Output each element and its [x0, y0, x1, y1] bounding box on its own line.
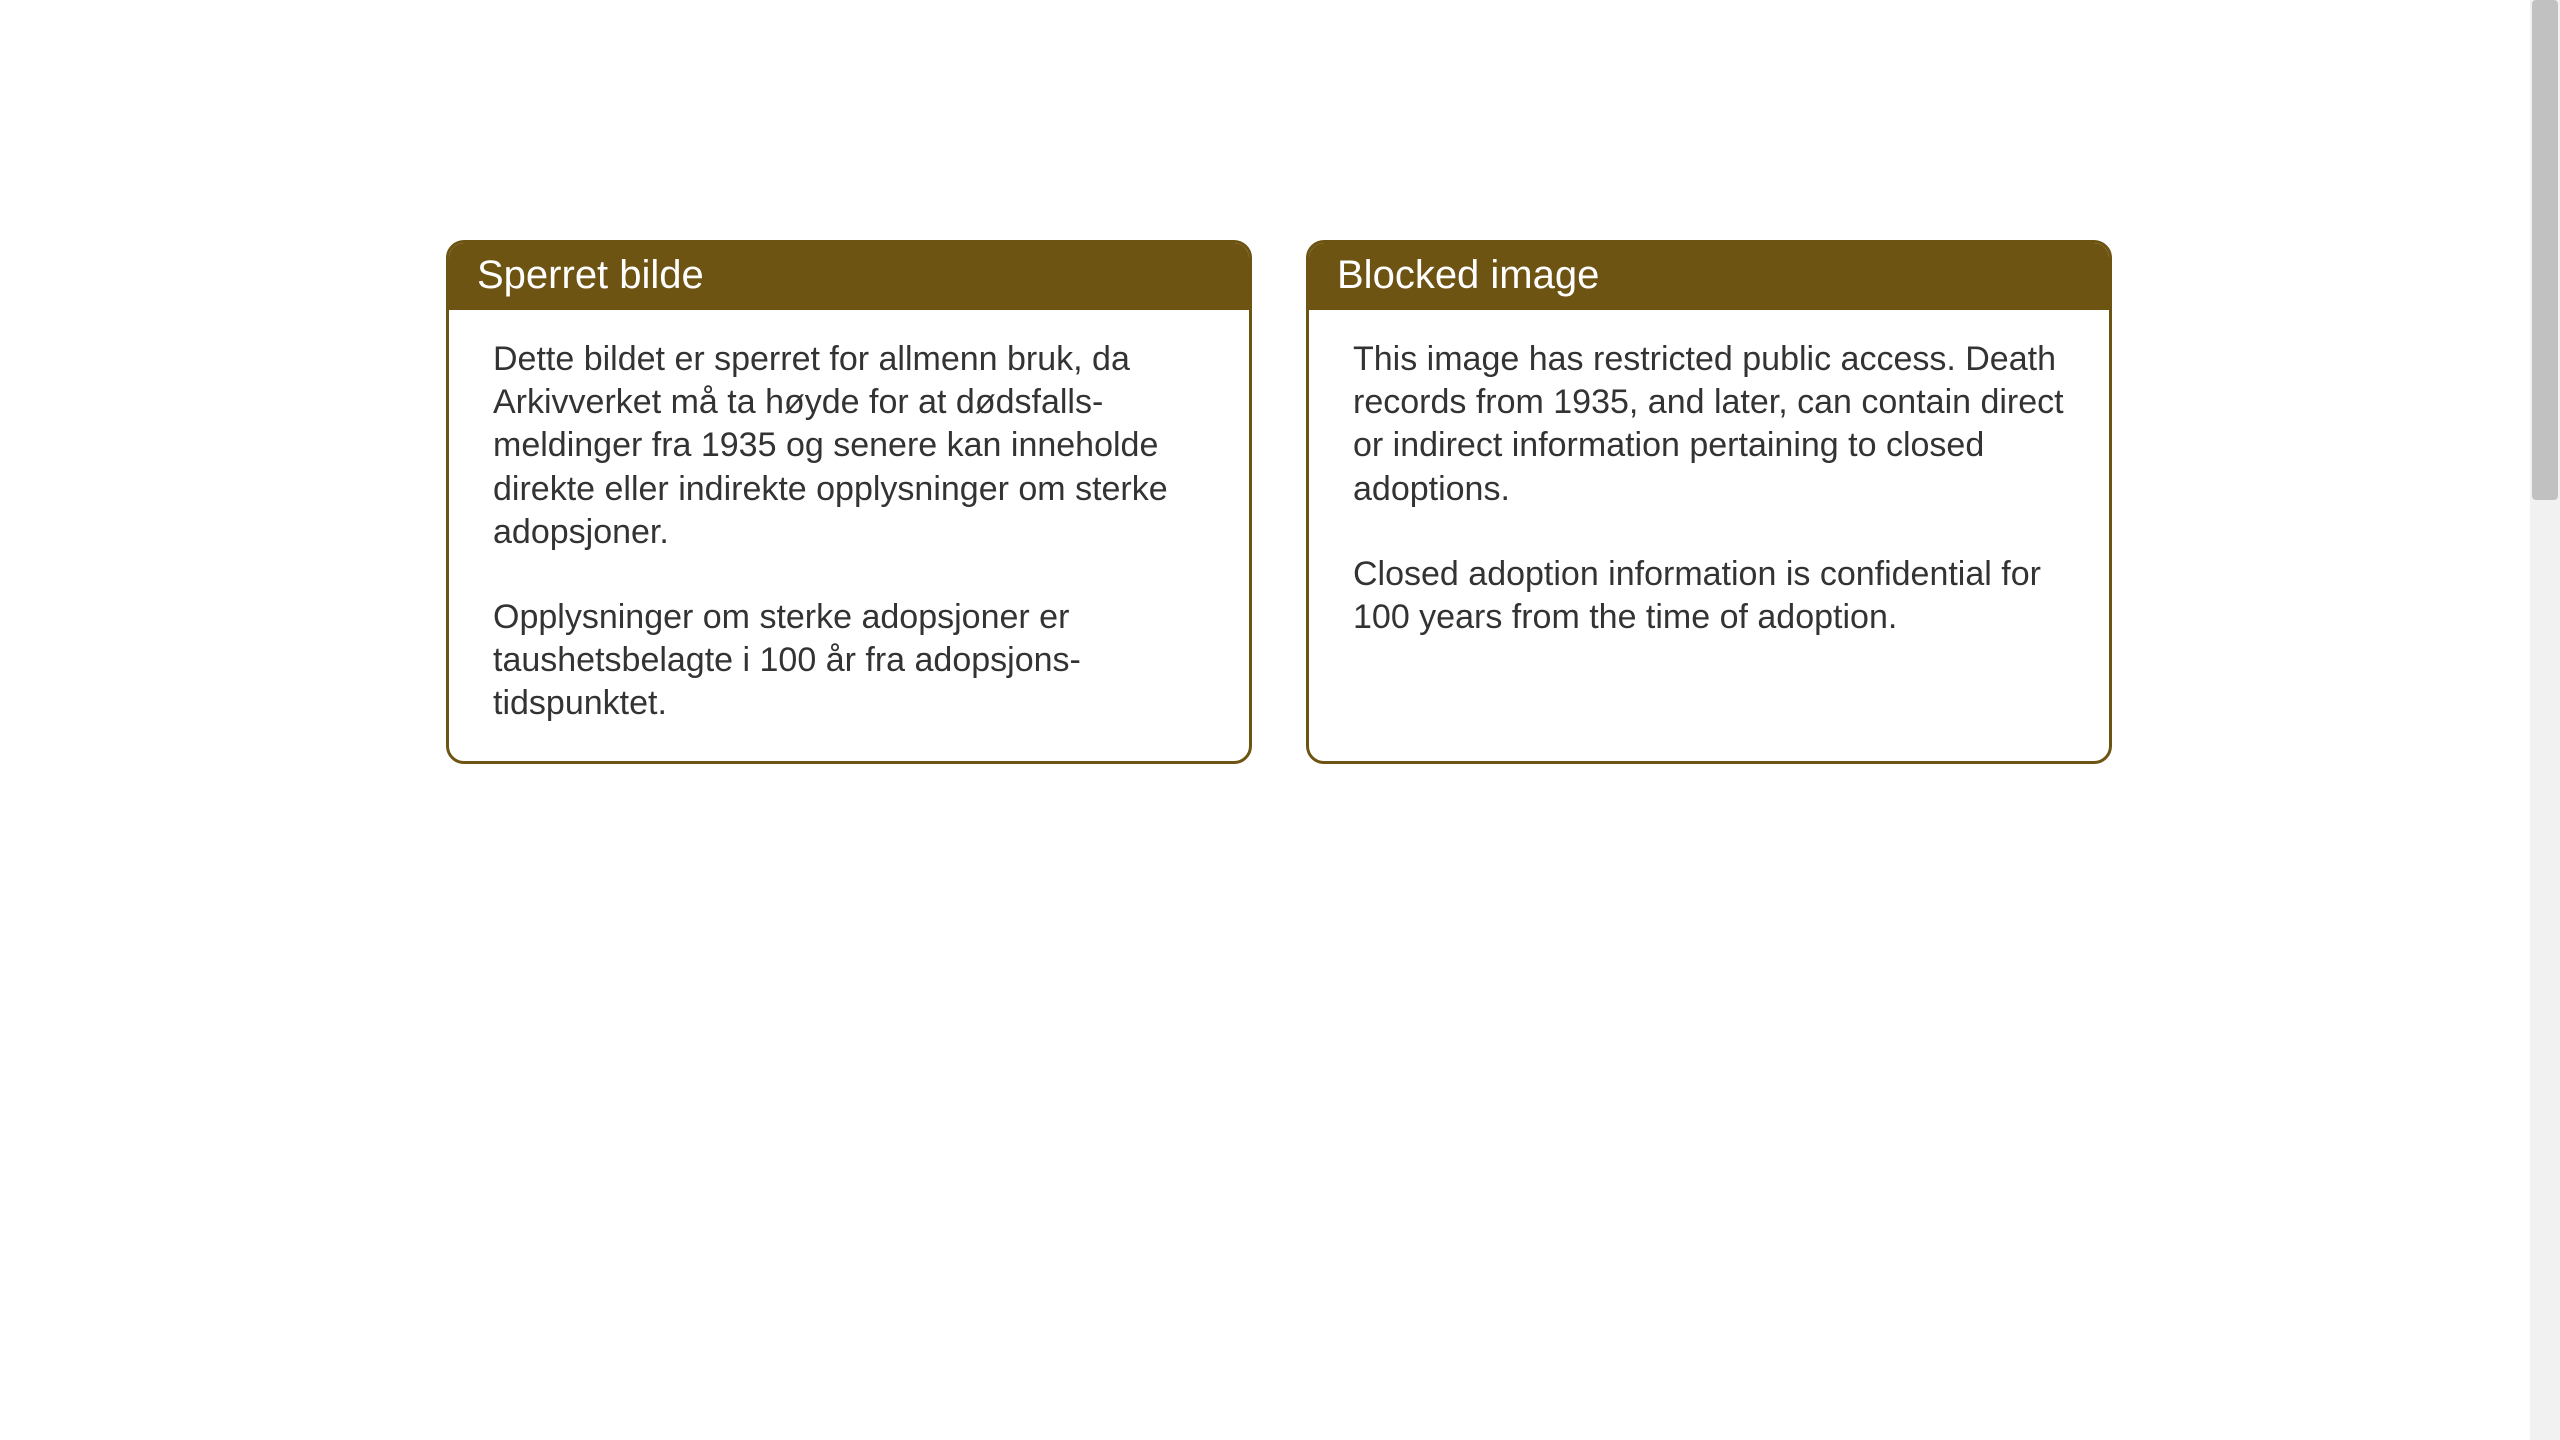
notice-body-norwegian: Dette bildet er sperret for allmenn bruk… — [449, 310, 1249, 761]
notice-paragraph-1-norwegian: Dette bildet er sperret for allmenn bruk… — [493, 338, 1205, 554]
notice-card-norwegian: Sperret bilde Dette bildet er sperret fo… — [446, 240, 1252, 764]
notice-paragraph-2-english: Closed adoption information is confident… — [1353, 553, 2065, 639]
scrollbar-thumb[interactable] — [2532, 0, 2558, 500]
vertical-scrollbar[interactable] — [2530, 0, 2560, 1440]
notice-paragraph-2-norwegian: Opplysninger om sterke adopsjoner er tau… — [493, 596, 1205, 726]
notice-body-english: This image has restricted public access.… — [1309, 310, 2109, 675]
notice-header-norwegian: Sperret bilde — [449, 243, 1249, 310]
notice-header-english: Blocked image — [1309, 243, 2109, 310]
notice-container: Sperret bilde Dette bildet er sperret fo… — [446, 240, 2112, 764]
notice-card-english: Blocked image This image has restricted … — [1306, 240, 2112, 764]
notice-paragraph-1-english: This image has restricted public access.… — [1353, 338, 2065, 511]
